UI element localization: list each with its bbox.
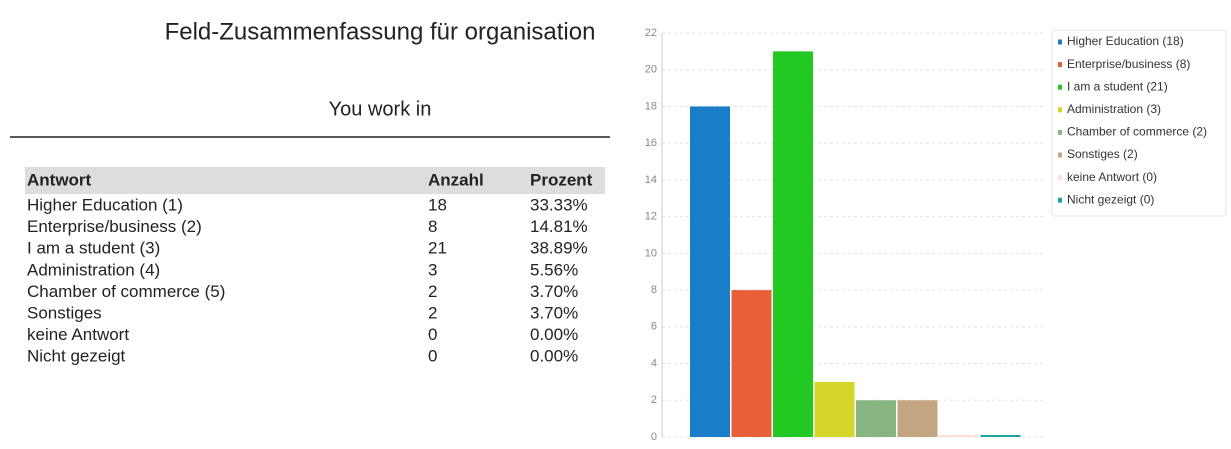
table-cell: Sonstiges bbox=[27, 303, 102, 322]
table-cell: 8 bbox=[428, 217, 437, 236]
y-tick-label: 16 bbox=[645, 137, 657, 149]
table-cell: 0 bbox=[428, 347, 437, 366]
bar bbox=[731, 290, 772, 437]
legend-label: I am a student (21) bbox=[1067, 79, 1168, 93]
table-cell: 2 bbox=[428, 303, 437, 322]
legend-swatch bbox=[1058, 39, 1062, 45]
bar bbox=[939, 435, 979, 437]
table-cell: Enterprise/business (2) bbox=[27, 217, 202, 236]
legend-swatch bbox=[1058, 152, 1062, 158]
table-cell: Higher Education (1) bbox=[27, 195, 183, 214]
bar bbox=[980, 435, 1021, 437]
legend-label: Sonstiges (2) bbox=[1067, 147, 1138, 161]
y-tick-label: 12 bbox=[645, 211, 657, 223]
table-cell: 21 bbox=[428, 239, 447, 258]
table-cell: 0.00% bbox=[530, 325, 578, 344]
legend-swatch bbox=[1058, 84, 1062, 90]
y-tick-label: 20 bbox=[645, 64, 657, 76]
bar bbox=[690, 106, 730, 438]
table-header-cell: Antwort bbox=[27, 170, 92, 189]
table-header-bg bbox=[25, 167, 605, 194]
subtitle: You work in bbox=[329, 98, 432, 120]
table-cell: 33.33% bbox=[530, 195, 588, 214]
legend-swatch bbox=[1058, 107, 1062, 113]
table-cell: 0.00% bbox=[530, 347, 578, 366]
legend-label: Higher Education (18) bbox=[1067, 34, 1184, 48]
legend-label: Nicht gezeigt (0) bbox=[1067, 192, 1154, 206]
legend-label: Administration (3) bbox=[1067, 102, 1161, 116]
table-cell: 3.70% bbox=[530, 282, 578, 301]
table-cell: 5.56% bbox=[530, 260, 578, 279]
table-cell: keine Antwort bbox=[27, 325, 129, 344]
legend-swatch bbox=[1058, 175, 1062, 181]
legend-label: Enterprise/business (8) bbox=[1067, 57, 1190, 71]
y-tick-label: 8 bbox=[651, 284, 657, 296]
table-cell: Administration (4) bbox=[27, 260, 160, 279]
y-tick-label: 22 bbox=[645, 27, 657, 39]
table-header-cell: Prozent bbox=[530, 170, 593, 189]
table-cell: 3 bbox=[428, 260, 437, 279]
bar bbox=[856, 400, 896, 437]
table-cell: 18 bbox=[428, 195, 447, 214]
y-tick-label: 0 bbox=[651, 431, 657, 443]
table-header-cell: Anzahl bbox=[428, 170, 484, 189]
y-tick-label: 14 bbox=[645, 174, 657, 186]
bar bbox=[897, 400, 938, 437]
table-cell: 2 bbox=[428, 282, 437, 301]
y-tick-label: 2 bbox=[651, 394, 657, 406]
bar bbox=[773, 51, 813, 437]
y-tick-label: 18 bbox=[645, 100, 657, 112]
table-cell: 38.89% bbox=[530, 239, 588, 258]
legend-swatch bbox=[1058, 129, 1062, 135]
table-cell: Chamber of commerce (5) bbox=[27, 282, 225, 301]
legend-swatch bbox=[1058, 197, 1062, 203]
legend-label: keine Antwort (0) bbox=[1067, 170, 1157, 184]
table-cell: Nicht gezeigt bbox=[27, 347, 126, 366]
y-tick-label: 10 bbox=[645, 247, 657, 259]
bar bbox=[814, 381, 855, 437]
table-cell: 0 bbox=[428, 325, 437, 344]
legend-label: Chamber of commerce (2) bbox=[1067, 125, 1207, 139]
table-cell: 14.81% bbox=[530, 217, 588, 236]
y-tick-label: 4 bbox=[651, 357, 657, 369]
table-cell: I am a student (3) bbox=[27, 239, 160, 258]
legend-box bbox=[1051, 29, 1227, 217]
legend-swatch bbox=[1058, 62, 1062, 68]
y-tick-label: 6 bbox=[651, 321, 657, 333]
table-cell: 3.70% bbox=[530, 303, 578, 322]
title: Feld-Zusammenfassung für organisation bbox=[165, 18, 596, 45]
